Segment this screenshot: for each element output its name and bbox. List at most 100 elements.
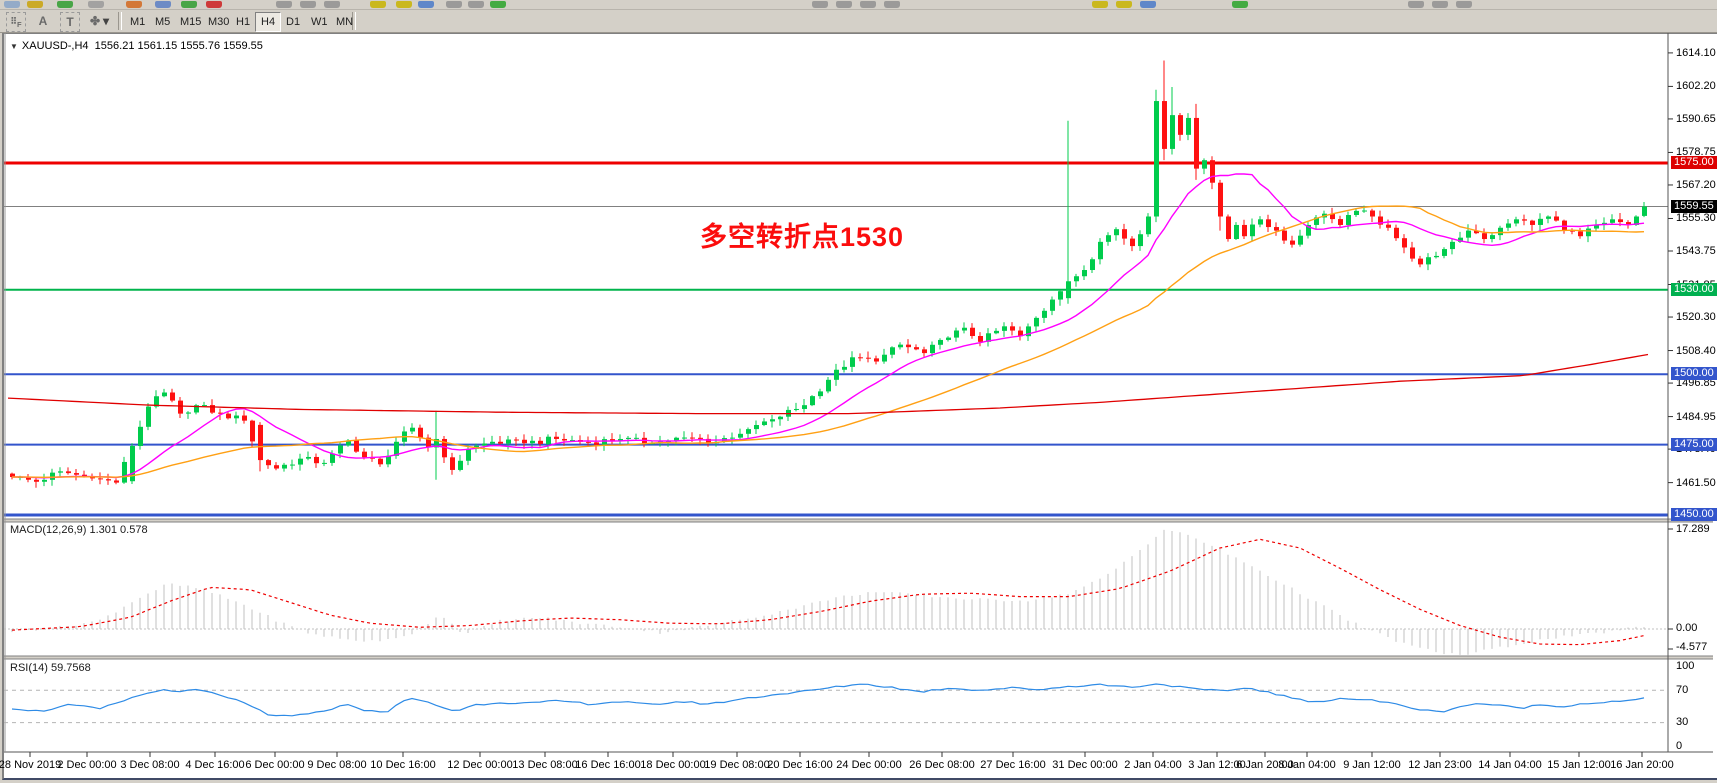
macd-scale-label: 0.00 [1676, 622, 1698, 634]
time-axis-label: 3 Dec 08:00 [120, 759, 180, 771]
time-axis-label: 12 Dec 00:00 [447, 759, 513, 771]
time-axis-label: 2 Dec 00:00 [57, 759, 117, 771]
time-axis-label: 13 Dec 08:00 [512, 759, 578, 771]
ma-slow-red-line[interactable] [7, 353, 1649, 415]
new-chart-icon[interactable] [57, 1, 73, 8]
market-watch-icon[interactable] [126, 1, 142, 8]
timeframe-button-M5[interactable]: M5 [155, 16, 171, 28]
timeframe-button-D1[interactable]: D1 [286, 16, 301, 28]
time-axis-label: 19 Dec 08:00 [704, 759, 770, 771]
bar-chart-icon[interactable] [276, 1, 292, 8]
chart-title: ▼ XAUUSD-,H4 1556.21 1561.15 1555.76 1559… [10, 40, 263, 52]
add-indicator-icon[interactable] [490, 1, 506, 8]
price-tick-label: 1602.20 [1676, 80, 1716, 93]
time-axis-label: 6 Dec 00:00 [245, 759, 305, 771]
rsi-scale-label: 70 [1676, 684, 1689, 696]
timeframe-button-MN[interactable]: MN [336, 16, 354, 28]
timeframe-button-M1[interactable]: M1 [130, 16, 146, 28]
rsi-line[interactable] [11, 683, 1645, 717]
tile-windows-icon[interactable] [446, 1, 462, 8]
macd-signal-line[interactable] [11, 538, 1645, 646]
price-tag-1530.00: 1530.00 [1671, 282, 1717, 296]
time-axis-label: 6 Jan 20:00 [1236, 759, 1294, 771]
ma-line[interactable] [12, 205, 1645, 479]
rsi-indicator-label: RSI(14) 59.7568 [10, 662, 91, 674]
chart-annotation-text[interactable]: 多空转折点1530 [700, 222, 905, 252]
price-tag-1450.00: 1450.00 [1671, 508, 1717, 521]
rsi-scale-label: 100 [1676, 660, 1695, 672]
window-icon[interactable] [1432, 1, 1448, 8]
channel-icon[interactable] [1116, 1, 1132, 8]
profiles-icon[interactable] [88, 1, 104, 8]
timeframe-button-H1[interactable]: H1 [236, 16, 251, 28]
rsi-scale-label: 0 [1676, 740, 1683, 752]
shapes-icon[interactable]: ✤ [89, 14, 101, 28]
time-axis-label: 26 Dec 08:00 [909, 759, 975, 771]
time-axis-label: 27 Dec 16:00 [980, 759, 1046, 771]
time-axis-label: 9 Jan 12:00 [1343, 759, 1401, 771]
help-icon[interactable] [1456, 1, 1472, 8]
toolbar-separator [118, 12, 122, 30]
time-axis-label: 31 Dec 00:00 [1052, 759, 1118, 771]
horizontal-level-lines[interactable] [4, 161, 1668, 517]
zoom-out-icon[interactable] [396, 1, 412, 8]
data-window-icon[interactable] [155, 1, 171, 8]
terminal-icon[interactable] [206, 1, 222, 8]
price-tick-label: 1614.10 [1676, 46, 1716, 59]
objects-icon[interactable] [836, 1, 852, 8]
time-axis-label: 9 Dec 08:00 [307, 759, 367, 771]
candles-layer [10, 60, 1647, 488]
price-tick-label: 1508.40 [1676, 344, 1716, 357]
auto-trading-icon[interactable] [418, 1, 434, 8]
toolbar-separator [352, 12, 356, 30]
navigator-icon[interactable] [181, 1, 197, 8]
rsi-pane [4, 683, 1668, 724]
chart-title-symbol: XAUUSD-,H4 [21, 40, 89, 52]
grid-icon[interactable] [812, 1, 828, 8]
collapse-triangle-icon[interactable]: ▼ [10, 42, 18, 51]
price-tag-1475.00: 1475.00 [1671, 437, 1717, 451]
time-axis-label: 2 Jan 04:00 [1124, 759, 1182, 771]
timeframe-button-W1[interactable]: W1 [311, 16, 328, 28]
text-label-icon[interactable]: A [38, 14, 48, 28]
main-pane [4, 60, 1668, 517]
timeframe-button-M30[interactable]: M30 [208, 16, 230, 28]
price-tag-1575.00: 1575.00 [1671, 156, 1717, 169]
zoom-icon[interactable] [27, 1, 43, 8]
plus-icon[interactable] [1232, 1, 1248, 8]
time-axis-label: 3 Jan 12:00 [1188, 759, 1246, 771]
new-order-icon[interactable] [4, 1, 20, 8]
time-axis-label: 16 Jan 20:00 [1610, 759, 1674, 771]
price-tick-label: 1578.75 [1676, 146, 1716, 159]
time-axis-label: 14 Jan 04:00 [1478, 759, 1542, 771]
shapes-dropdown-arrow[interactable]: ▾ [102, 14, 110, 28]
zoom-in-icon[interactable] [370, 1, 386, 8]
fibonacci-grid-icon[interactable]: ⠿F [6, 12, 26, 32]
line-chart-icon[interactable] [324, 1, 340, 8]
macd-pane [4, 529, 1668, 655]
arrange-icon[interactable] [1408, 1, 1424, 8]
magnet-icon[interactable] [884, 1, 900, 8]
timeframe-button-H4[interactable]: H4 [255, 12, 282, 32]
candle-chart-icon[interactable] [300, 1, 316, 8]
time-axis-label: 8 Jan 04:00 [1278, 759, 1336, 771]
time-axis-label: 20 Dec 16:00 [767, 759, 833, 771]
fib-icon[interactable] [1092, 1, 1108, 8]
toolbar-second-row: ⠿F A T ✤ ▾ M1 M5 M15 M30 H1 H4 D1 W1 MN [0, 10, 1717, 33]
time-axis-label: 15 Jan 12:00 [1547, 759, 1611, 771]
price-tick-label: 1520.30 [1676, 311, 1716, 324]
time-axis-label: 16 Dec 16:00 [575, 759, 641, 771]
shapes-top-icon[interactable] [1140, 1, 1156, 8]
timeframe-button-M15[interactable]: M15 [180, 16, 202, 28]
cascade-icon[interactable] [468, 1, 484, 8]
chart-title-ohlc: 1556.21 1561.15 1555.76 1559.55 [94, 40, 263, 52]
price-tick-label: 1555.30 [1676, 212, 1716, 225]
crosshair-icon[interactable] [860, 1, 876, 8]
price-tick-label: 1461.50 [1676, 476, 1716, 489]
price-tick-label: 1590.65 [1676, 112, 1716, 125]
text-box-icon[interactable]: T [60, 12, 80, 32]
price-tag-1500.00: 1500.00 [1671, 367, 1717, 381]
time-axis-label: 28 Nov 2019 [0, 759, 62, 771]
macd-scale-label: 17.289 [1676, 523, 1710, 535]
